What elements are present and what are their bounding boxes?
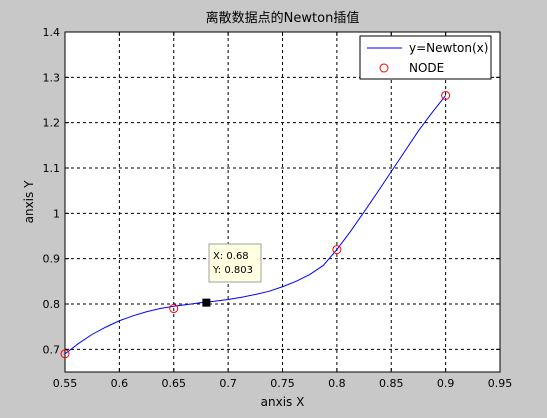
x-tick-labels: 0.55 0.6 0.65 0.7 0.75 0.8 0.85 0.9 0.95	[53, 377, 513, 390]
y-axis-label: anxis Y	[22, 180, 36, 223]
data-tip[interactable]: X: 0.68 Y: 0.803	[202, 243, 262, 307]
data-tip-marker[interactable]	[202, 298, 211, 307]
legend-label-newton: y=Newton(x)	[409, 41, 488, 55]
y-tick-label: 1	[53, 207, 60, 220]
x-tick-label: 0.65	[162, 377, 187, 390]
legend[interactable]: y=Newton(x) NODE	[359, 35, 492, 80]
y-tick-label: 1.2	[43, 117, 61, 130]
y-tick-label: 1.3	[43, 71, 61, 84]
series-layer	[64, 95, 447, 355]
newton-curve[interactable]	[64, 95, 447, 355]
grid-lines	[65, 32, 500, 372]
y-tick-label: 0.8	[43, 298, 61, 311]
node-marker[interactable]	[169, 304, 179, 314]
x-tick-label: 0.6	[111, 377, 129, 390]
node-marker[interactable]	[441, 90, 451, 100]
y-tick-label: 1.4	[43, 26, 61, 39]
x-axis-label: anxis X	[261, 395, 305, 409]
x-tick-label: 0.75	[270, 377, 295, 390]
node-marker[interactable]	[332, 245, 342, 255]
x-tick-label: 0.7	[219, 377, 237, 390]
axes-box	[64, 31, 501, 373]
legend-marker-swatch	[379, 63, 389, 73]
x-tick-label: 0.8	[328, 377, 346, 390]
data-tip-x-text: X: 0.68	[213, 251, 249, 262]
y-tick-label: 1.1	[43, 162, 61, 175]
x-tick-label: 0.95	[488, 377, 513, 390]
chart-title: 离散数据点的Newton插值	[206, 10, 360, 26]
y-tick-label: 0.9	[43, 253, 61, 266]
y-tick-label: 0.7	[43, 343, 61, 356]
data-tip-box	[208, 243, 262, 283]
x-tick-label: 0.85	[379, 377, 404, 390]
y-tick-labels: 0.7 0.8 0.9 1 1.1 1.2 1.3 1.4	[43, 26, 61, 356]
node-markers	[60, 90, 451, 359]
x-tick-label: 0.9	[437, 377, 455, 390]
x-tick-label: 0.55	[53, 377, 78, 390]
data-tip-y-text: Y: 0.803	[212, 265, 253, 276]
node-marker[interactable]	[60, 349, 70, 359]
legend-label-node: NODE	[409, 61, 444, 75]
